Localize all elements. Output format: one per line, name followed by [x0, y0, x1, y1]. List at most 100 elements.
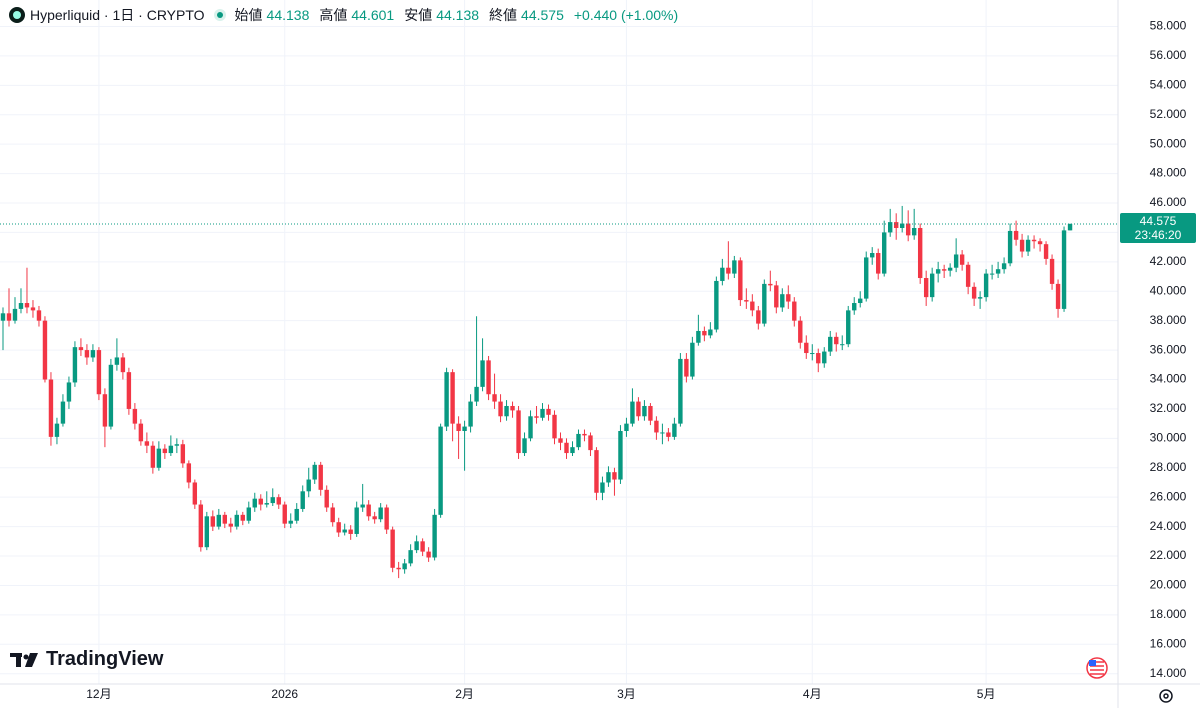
candle-body [222, 514, 227, 524]
candle-body [258, 498, 263, 505]
candle-body [882, 232, 887, 274]
candle-body [624, 423, 629, 431]
x-tick-label: 2月 [455, 687, 474, 701]
candle-body [750, 301, 755, 311]
candle-body [959, 254, 965, 265]
open-value: 44.138 [266, 7, 310, 23]
candle-body [1013, 230, 1019, 240]
candle-body [935, 269, 941, 274]
candle-body [726, 267, 731, 274]
candle-body [138, 423, 144, 442]
candle-body [762, 283, 767, 324]
settings-icon[interactable] [1159, 689, 1173, 703]
candle-body [1007, 230, 1013, 264]
candle-body [995, 269, 1001, 274]
y-tick-label: 24.000 [1150, 519, 1187, 533]
candle-body [6, 313, 12, 321]
candle-body [768, 283, 773, 286]
candle-body [198, 504, 204, 548]
y-tick-label: 38.000 [1150, 313, 1187, 327]
y-tick-label: 14.000 [1150, 666, 1187, 680]
candle-body [834, 336, 839, 345]
candle-body [654, 420, 659, 433]
candle-body [1019, 239, 1025, 252]
candle-body [582, 433, 587, 436]
candle-body [252, 498, 257, 508]
candle-body [642, 405, 647, 417]
candle-body [858, 298, 863, 304]
legend-header: Hyperliquid · 1日 · CRYPTO 始値 44.138 高値 44.… [8, 5, 684, 25]
candle-body [480, 360, 485, 387]
candle-body [426, 551, 431, 558]
candle-body [570, 447, 575, 454]
candle-body [899, 223, 905, 228]
candle-body [774, 285, 779, 308]
candle-body [156, 448, 162, 468]
candle-body [288, 520, 293, 524]
y-tick-label: 34.000 [1150, 372, 1187, 386]
candle-body [594, 450, 599, 493]
candle-body [384, 507, 389, 530]
candle-body [84, 350, 90, 358]
candle-body [1061, 230, 1067, 309]
y-tick-label: 46.000 [1150, 195, 1187, 209]
candle-body [738, 260, 743, 301]
candle-body [174, 444, 180, 446]
candle-body [792, 301, 797, 321]
candle-body [264, 503, 269, 505]
candle-body [720, 267, 725, 281]
candle-body [162, 448, 168, 454]
candle-body [576, 433, 581, 448]
candle-body [864, 257, 869, 299]
candle-body [588, 435, 593, 451]
y-tick-label: 16.000 [1150, 636, 1187, 650]
candle-body [336, 522, 341, 533]
candle-body [306, 479, 311, 492]
candle-body [522, 438, 527, 454]
candle-body [72, 347, 78, 383]
candle-body [132, 408, 138, 424]
candle-body [438, 426, 443, 515]
price-badge-countdown: 23:46:20 [1135, 228, 1182, 242]
candle-body [929, 273, 935, 298]
candle-body [276, 497, 281, 505]
candle-body [312, 464, 317, 480]
candle-body [42, 320, 48, 380]
open-label: 始値 [234, 7, 263, 23]
candle-body [78, 347, 84, 351]
y-tick-label: 20.000 [1150, 578, 1187, 592]
low-value: 44.138 [436, 7, 480, 23]
candle-body [971, 286, 977, 299]
y-tick-label: 42.000 [1150, 254, 1187, 268]
y-tick-label: 36.000 [1150, 342, 1187, 356]
candle-body [564, 442, 569, 454]
candle-body [24, 303, 30, 308]
candle-body [977, 297, 983, 299]
candle-body [228, 523, 233, 527]
y-tick-label: 54.000 [1150, 77, 1187, 91]
flag-icon [1086, 657, 1108, 679]
candle-body [294, 508, 299, 521]
candle-body [852, 303, 857, 311]
candle-body [180, 444, 186, 464]
candle-body [186, 463, 192, 483]
candle-body [893, 222, 899, 228]
y-tick-label: 52.000 [1150, 107, 1187, 121]
candle-body [234, 514, 239, 527]
candle-body [324, 489, 329, 508]
x-tick-label: 5月 [977, 687, 996, 701]
price-badge-value: 44.575 [1140, 214, 1177, 228]
candle-body [1037, 241, 1043, 245]
candle-body [474, 386, 479, 402]
candle-body [1043, 244, 1049, 259]
candle-body [396, 567, 401, 570]
candle-body [822, 351, 827, 364]
symbol[interactable]: Hyperliquid · 1日 · CRYPTO [30, 7, 205, 23]
candle-body [492, 394, 497, 402]
candle-body [150, 445, 156, 468]
candle-body [696, 330, 701, 343]
y-tick-label: 58.000 [1150, 19, 1187, 33]
candle-body [192, 482, 198, 505]
candle-body [144, 441, 150, 446]
